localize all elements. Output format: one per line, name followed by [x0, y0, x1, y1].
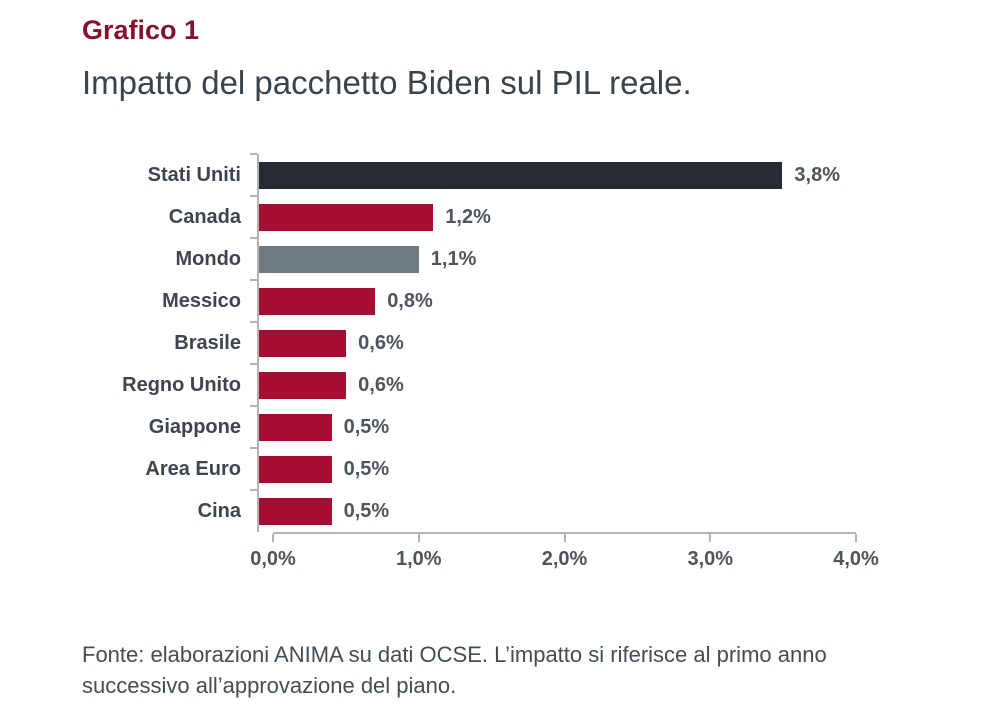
bar-track: 0,5%: [250, 447, 840, 491]
bar: [259, 413, 332, 441]
bar-track: 1,1%: [250, 237, 840, 281]
chart-row: Mondo 1,1%: [82, 237, 981, 281]
category-label: Messico: [162, 290, 241, 313]
bar: [259, 371, 347, 399]
value-label: 0,6%: [358, 373, 404, 396]
bar: [259, 245, 419, 273]
category-label: Mondo: [175, 248, 241, 271]
bar: [259, 497, 332, 525]
category-label: Cina: [197, 500, 241, 523]
value-label: 3,8%: [794, 163, 840, 186]
value-label: 0,6%: [358, 331, 404, 354]
chart-row: Messico 0,8%: [82, 279, 981, 323]
bar-track: 0,5%: [250, 489, 840, 533]
x-axis-tick: [417, 534, 420, 543]
category-label: Giappone: [148, 416, 241, 439]
bar: [259, 203, 434, 231]
category-label: Brasile: [174, 332, 241, 355]
bar: [259, 455, 332, 483]
x-axis-tick-label: 1,0%: [395, 548, 442, 571]
value-label: 1,2%: [445, 205, 491, 228]
x-axis-tick-label: 0,0%: [250, 548, 296, 571]
chart-row: Area Euro 0,5%: [82, 447, 981, 491]
value-label: 0,5%: [343, 457, 390, 480]
chart-rows: Stati Uniti 3,8% Canada 1,2% Mondo 1,1% Messic…: [82, 153, 981, 533]
value-label: 0,5%: [343, 499, 390, 522]
chart-row: Cina 0,5%: [82, 489, 981, 533]
chart-title: Impatto del pacchetto Biden sul PIL real…: [82, 63, 692, 101]
bar-track: 1,2%: [250, 195, 840, 239]
category-label: Stati Uniti: [147, 164, 241, 187]
value-label: 1,1%: [430, 247, 477, 270]
x-axis: 0,0% 1,0% 2,0% 3,0% 4,0%: [250, 532, 879, 576]
bar-chart: Stati Uniti 3,8% Canada 1,2% Mondo 1,1% Messic…: [82, 153, 981, 576]
chart-row: Canada 1,2%: [82, 195, 981, 239]
chart-row: Brasile 0,6%: [82, 321, 981, 365]
value-label: 0,8%: [387, 289, 433, 312]
chart-kicker: Grafico 1: [82, 15, 200, 45]
chart-row: Stati Uniti 3,8%: [82, 153, 981, 197]
bar-track: 0,5%: [250, 405, 840, 449]
x-axis-tick: [709, 534, 712, 543]
x-axis-tick-label: 2,0%: [541, 548, 588, 571]
bar: [259, 161, 783, 189]
bar-track: 0,6%: [250, 321, 840, 365]
bar-track: 0,6%: [250, 363, 840, 407]
x-axis-tick: [855, 534, 857, 543]
category-label: Canada: [168, 206, 241, 229]
bar-track: 0,8%: [250, 279, 840, 323]
x-axis-tick: [272, 534, 274, 543]
x-axis-tick-label: 3,0%: [687, 548, 734, 571]
x-axis-tick-label: 4,0%: [833, 548, 879, 571]
x-axis-tick: [563, 534, 566, 543]
bar: [259, 329, 347, 357]
chart-row: Regno Unito 0,6%: [82, 363, 981, 407]
bar-track: 3,8%: [250, 153, 840, 197]
value-label: 0,5%: [343, 415, 390, 438]
chart-row: Giappone 0,5%: [82, 405, 981, 449]
category-label: Area Euro: [145, 458, 241, 481]
source-note: Fonte: elaborazioni ANIMA su dati OCSE. …: [82, 642, 827, 699]
bar: [259, 287, 376, 315]
category-label: Regno Unito: [122, 374, 241, 397]
